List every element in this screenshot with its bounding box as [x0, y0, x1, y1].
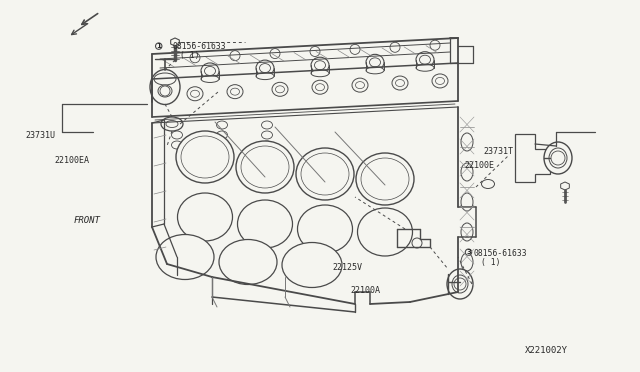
Ellipse shape	[361, 158, 409, 200]
Ellipse shape	[205, 67, 216, 76]
Ellipse shape	[259, 64, 271, 73]
Ellipse shape	[181, 136, 229, 178]
Circle shape	[160, 86, 170, 96]
Ellipse shape	[549, 148, 567, 168]
Ellipse shape	[481, 180, 495, 189]
Ellipse shape	[366, 54, 384, 70]
Ellipse shape	[191, 90, 200, 97]
Ellipse shape	[316, 84, 324, 91]
Ellipse shape	[396, 80, 404, 87]
Ellipse shape	[256, 73, 274, 80]
Ellipse shape	[356, 153, 414, 205]
Ellipse shape	[355, 81, 365, 89]
Ellipse shape	[156, 234, 214, 279]
Circle shape	[230, 51, 240, 61]
Ellipse shape	[301, 153, 349, 195]
Circle shape	[551, 151, 565, 165]
Ellipse shape	[187, 87, 203, 101]
Ellipse shape	[412, 238, 422, 248]
Ellipse shape	[262, 141, 273, 149]
Text: 22100EA: 22100EA	[54, 156, 90, 165]
Circle shape	[454, 278, 466, 290]
Ellipse shape	[158, 85, 172, 97]
Circle shape	[156, 43, 162, 49]
Ellipse shape	[435, 77, 445, 84]
Text: 08156-61633: 08156-61633	[474, 249, 527, 258]
Polygon shape	[171, 38, 179, 46]
Text: X221002Y: X221002Y	[525, 346, 568, 355]
Ellipse shape	[216, 131, 227, 139]
Ellipse shape	[358, 208, 413, 256]
Text: ( 1): ( 1)	[481, 258, 500, 267]
Ellipse shape	[461, 133, 473, 151]
Ellipse shape	[176, 131, 234, 183]
Ellipse shape	[150, 70, 180, 105]
Ellipse shape	[275, 86, 285, 93]
Ellipse shape	[369, 58, 381, 67]
Ellipse shape	[544, 142, 572, 174]
Ellipse shape	[392, 76, 408, 90]
Ellipse shape	[172, 141, 182, 149]
Ellipse shape	[432, 74, 448, 88]
Text: FRONT: FRONT	[74, 216, 100, 225]
Ellipse shape	[262, 131, 273, 139]
Ellipse shape	[416, 64, 434, 71]
Circle shape	[310, 46, 320, 57]
Ellipse shape	[154, 73, 176, 85]
Ellipse shape	[272, 82, 288, 96]
Ellipse shape	[262, 121, 273, 129]
Ellipse shape	[366, 67, 384, 74]
Circle shape	[190, 53, 200, 63]
Ellipse shape	[237, 200, 292, 248]
Circle shape	[350, 44, 360, 54]
Ellipse shape	[296, 148, 354, 200]
Circle shape	[270, 49, 280, 58]
Ellipse shape	[172, 121, 182, 129]
Ellipse shape	[177, 193, 232, 241]
Ellipse shape	[461, 253, 473, 271]
Ellipse shape	[352, 78, 368, 92]
Polygon shape	[515, 134, 550, 182]
Ellipse shape	[452, 275, 468, 293]
Ellipse shape	[311, 70, 329, 77]
Ellipse shape	[201, 76, 219, 83]
Text: 22100A: 22100A	[351, 286, 381, 295]
Ellipse shape	[282, 243, 342, 288]
Text: 1: 1	[156, 43, 161, 49]
Circle shape	[430, 40, 440, 50]
Ellipse shape	[461, 223, 473, 241]
Ellipse shape	[161, 117, 183, 131]
Ellipse shape	[312, 80, 328, 94]
Ellipse shape	[227, 85, 243, 99]
Text: 08156-61633: 08156-61633	[173, 42, 227, 51]
Ellipse shape	[219, 240, 277, 285]
Text: ( 1): ( 1)	[180, 51, 200, 60]
Ellipse shape	[447, 269, 473, 299]
Ellipse shape	[166, 121, 178, 128]
Ellipse shape	[461, 193, 473, 211]
Ellipse shape	[216, 141, 227, 149]
Text: 23731T: 23731T	[483, 147, 513, 156]
Text: 22100E: 22100E	[465, 161, 495, 170]
Polygon shape	[561, 182, 570, 190]
Ellipse shape	[172, 131, 182, 139]
Ellipse shape	[241, 146, 289, 188]
Circle shape	[465, 249, 472, 256]
Ellipse shape	[236, 141, 294, 193]
Ellipse shape	[314, 61, 326, 70]
Ellipse shape	[216, 121, 227, 129]
Ellipse shape	[311, 57, 329, 73]
Ellipse shape	[461, 163, 473, 181]
Ellipse shape	[419, 55, 431, 64]
Text: 23731U: 23731U	[26, 131, 56, 140]
Ellipse shape	[416, 52, 434, 68]
Ellipse shape	[298, 205, 353, 253]
Ellipse shape	[256, 60, 274, 76]
Text: 3: 3	[466, 249, 471, 255]
Ellipse shape	[201, 63, 219, 79]
Ellipse shape	[230, 88, 239, 95]
Circle shape	[390, 42, 400, 52]
Text: 22125V: 22125V	[333, 263, 363, 272]
